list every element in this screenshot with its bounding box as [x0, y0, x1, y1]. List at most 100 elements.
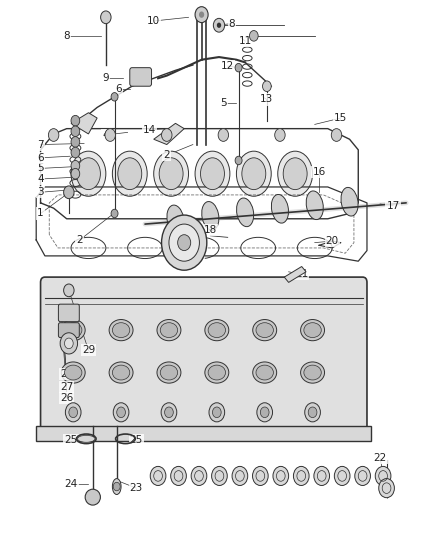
Text: 3: 3 [37, 187, 44, 197]
Circle shape [191, 466, 207, 486]
Text: 26: 26 [60, 393, 73, 403]
Circle shape [113, 403, 129, 422]
Circle shape [71, 168, 80, 179]
Ellipse shape [159, 158, 183, 190]
Ellipse shape [195, 151, 230, 196]
Text: 1: 1 [37, 208, 44, 219]
Text: 2: 2 [76, 235, 83, 245]
Text: 25: 25 [64, 435, 78, 446]
Circle shape [161, 403, 177, 422]
Ellipse shape [113, 479, 121, 495]
Ellipse shape [157, 362, 181, 383]
Circle shape [71, 126, 80, 136]
Ellipse shape [113, 365, 130, 380]
Circle shape [232, 466, 248, 486]
FancyBboxPatch shape [130, 68, 152, 86]
Circle shape [273, 466, 289, 486]
Circle shape [64, 338, 73, 349]
Circle shape [162, 128, 172, 141]
Text: 29: 29 [82, 345, 95, 356]
Text: 28: 28 [60, 369, 73, 378]
Text: 4: 4 [37, 174, 44, 184]
Bar [36, 425, 371, 441]
Ellipse shape [118, 158, 142, 190]
Ellipse shape [278, 151, 313, 196]
Text: 14: 14 [143, 125, 156, 135]
Polygon shape [154, 123, 184, 144]
Text: 4: 4 [102, 130, 109, 140]
Circle shape [275, 128, 285, 141]
Ellipse shape [202, 201, 219, 230]
Text: 10: 10 [147, 16, 160, 26]
Ellipse shape [160, 322, 178, 337]
Text: 16: 16 [312, 167, 326, 177]
Circle shape [111, 93, 118, 101]
Circle shape [217, 22, 221, 28]
Text: 27: 27 [60, 382, 73, 392]
Circle shape [111, 209, 118, 217]
Circle shape [305, 403, 321, 422]
Text: 21: 21 [295, 270, 308, 279]
Circle shape [71, 136, 80, 147]
Ellipse shape [237, 198, 254, 227]
Ellipse shape [64, 322, 82, 337]
Text: 12: 12 [221, 61, 234, 71]
Ellipse shape [253, 362, 277, 383]
Circle shape [308, 407, 317, 418]
Circle shape [375, 466, 391, 486]
Ellipse shape [300, 319, 325, 341]
Circle shape [71, 160, 80, 171]
Ellipse shape [71, 151, 106, 196]
Circle shape [71, 147, 80, 158]
Ellipse shape [85, 489, 100, 505]
Circle shape [150, 466, 166, 486]
Circle shape [199, 12, 204, 18]
Ellipse shape [304, 365, 321, 380]
Circle shape [178, 235, 191, 251]
Polygon shape [284, 266, 306, 282]
Circle shape [169, 224, 199, 261]
Text: 2: 2 [163, 150, 170, 160]
Circle shape [195, 7, 208, 22]
Text: 24: 24 [64, 479, 78, 489]
Circle shape [213, 18, 225, 32]
Text: 17: 17 [386, 200, 400, 211]
Ellipse shape [304, 322, 321, 337]
Text: 9: 9 [102, 73, 109, 83]
Circle shape [69, 407, 78, 418]
Ellipse shape [61, 362, 85, 383]
Circle shape [379, 479, 394, 498]
Text: 6: 6 [116, 84, 122, 94]
Polygon shape [71, 113, 97, 134]
FancyBboxPatch shape [41, 277, 367, 436]
Text: 23: 23 [130, 483, 143, 493]
Circle shape [262, 81, 271, 92]
Ellipse shape [283, 158, 307, 190]
Ellipse shape [77, 158, 100, 190]
Circle shape [209, 403, 225, 422]
Circle shape [334, 466, 350, 486]
Circle shape [171, 466, 186, 486]
Text: 8: 8 [64, 31, 70, 41]
Ellipse shape [64, 365, 82, 380]
Text: 13: 13 [260, 94, 273, 104]
Text: 22: 22 [374, 454, 387, 463]
Circle shape [253, 466, 268, 486]
Circle shape [165, 407, 173, 418]
Ellipse shape [341, 188, 358, 216]
Circle shape [212, 466, 227, 486]
Ellipse shape [237, 151, 271, 196]
FancyBboxPatch shape [58, 304, 79, 321]
Ellipse shape [272, 195, 289, 223]
Circle shape [64, 186, 74, 199]
Text: 25: 25 [130, 435, 143, 446]
Circle shape [101, 11, 111, 23]
Circle shape [314, 466, 329, 486]
FancyBboxPatch shape [58, 322, 79, 337]
Ellipse shape [205, 362, 229, 383]
Circle shape [64, 284, 74, 297]
Text: 8: 8 [229, 19, 235, 29]
Circle shape [235, 156, 242, 165]
Ellipse shape [208, 365, 226, 380]
Circle shape [113, 482, 120, 491]
